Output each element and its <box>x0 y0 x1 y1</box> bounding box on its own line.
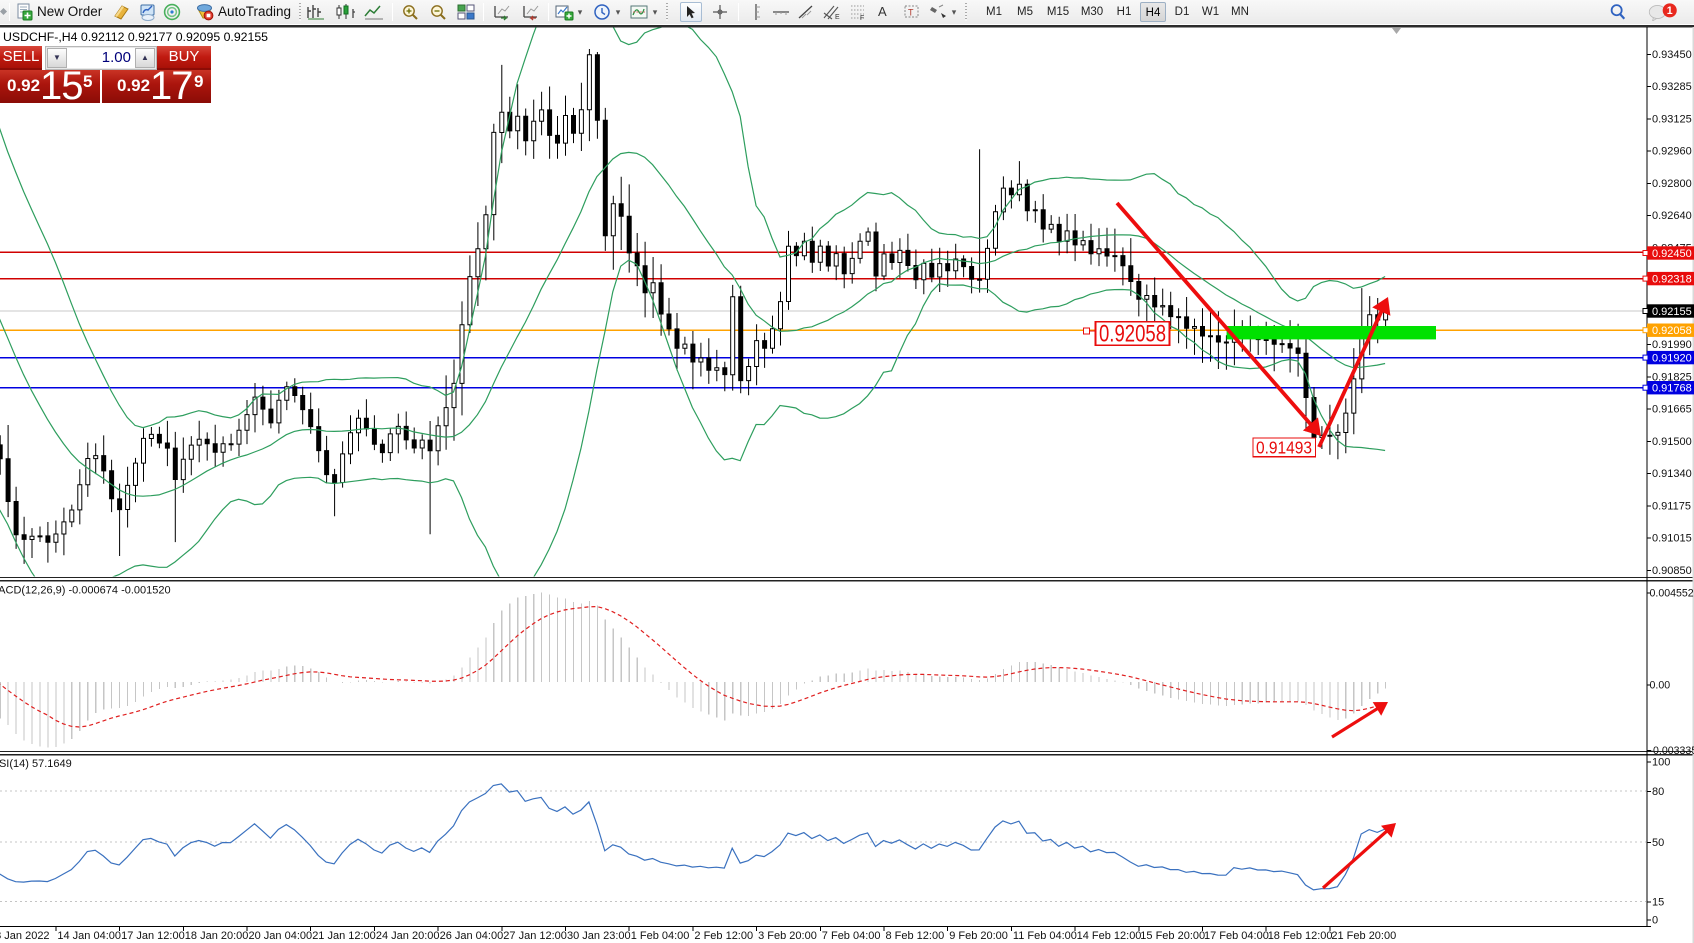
svg-text:8 Feb 12:00: 8 Feb 12:00 <box>886 930 945 942</box>
svg-text:0.92058: 0.92058 <box>1652 325 1692 337</box>
svg-text:21 Jan 12:00: 21 Jan 12:00 <box>312 930 376 942</box>
svg-text:RSI(14) 57.1649: RSI(14) 57.1649 <box>0 758 72 770</box>
svg-text:7 Feb 04:00: 7 Feb 04:00 <box>822 930 881 942</box>
svg-text:0.92058: 0.92058 <box>1099 321 1166 348</box>
svg-text:0.90850: 0.90850 <box>1652 565 1692 577</box>
svg-text:80: 80 <box>1652 786 1664 798</box>
svg-text:9 Feb 20:00: 9 Feb 20:00 <box>949 930 1008 942</box>
svg-text:0.92640: 0.92640 <box>1652 210 1692 222</box>
svg-text:0.92960: 0.92960 <box>1652 146 1692 158</box>
svg-text:0.92800: 0.92800 <box>1652 178 1692 190</box>
svg-text:-0.003335: -0.003335 <box>1650 745 1694 757</box>
svg-text:50: 50 <box>1652 837 1664 849</box>
svg-text:0.92450: 0.92450 <box>1652 248 1692 260</box>
svg-text:18 Feb 12:00: 18 Feb 12:00 <box>1268 930 1333 942</box>
svg-text:20 Jan 04:00: 20 Jan 04:00 <box>249 930 313 942</box>
svg-text:21 Feb 20:00: 21 Feb 20:00 <box>1331 930 1396 942</box>
svg-text:0.91665: 0.91665 <box>1652 404 1692 416</box>
svg-text:T: T <box>908 8 914 18</box>
svg-text:1 Feb 04:00: 1 Feb 04:00 <box>631 930 690 942</box>
svg-text:0: 0 <box>1652 915 1658 927</box>
svg-text:18 Jan 20:00: 18 Jan 20:00 <box>185 930 249 942</box>
svg-text:E: E <box>835 14 840 21</box>
svg-text:MACD(12,26,9) -0.000674 -0.001: MACD(12,26,9) -0.000674 -0.001520 <box>0 585 171 597</box>
svg-text:USDCHF-,H4 0.92112 0.92177 0.: USDCHF-,H4 0.92112 0.92177 0.92095 0.921… <box>3 30 268 44</box>
svg-text:0.00: 0.00 <box>1650 680 1671 692</box>
svg-text:0.92318: 0.92318 <box>1652 274 1692 286</box>
svg-text:13 Jan 2022: 13 Jan 2022 <box>0 930 50 942</box>
svg-text:14 Feb 12:00: 14 Feb 12:00 <box>1077 930 1142 942</box>
svg-text:100: 100 <box>1652 757 1670 769</box>
svg-text:0.91015: 0.91015 <box>1652 533 1692 545</box>
svg-text:0.91500: 0.91500 <box>1652 436 1692 448</box>
svg-text:17 Feb 04:00: 17 Feb 04:00 <box>1204 930 1269 942</box>
svg-text:0.93285: 0.93285 <box>1652 81 1692 93</box>
svg-text:0.91340: 0.91340 <box>1652 468 1692 480</box>
svg-text:24 Jan 20:00: 24 Jan 20:00 <box>376 930 440 942</box>
svg-text:17 Jan 12:00: 17 Jan 12:00 <box>121 930 185 942</box>
svg-text:0.91493: 0.91493 <box>1256 437 1312 457</box>
svg-text:3 Feb 20:00: 3 Feb 20:00 <box>758 930 817 942</box>
svg-text:0.91175: 0.91175 <box>1652 500 1691 512</box>
svg-text:14 Jan 04:00: 14 Jan 04:00 <box>57 930 121 942</box>
svg-text:0.91825: 0.91825 <box>1652 371 1692 383</box>
svg-text:26 Jan 04:00: 26 Jan 04:00 <box>440 930 504 942</box>
svg-text:0.93125: 0.93125 <box>1652 114 1692 126</box>
svg-text:0.91990: 0.91990 <box>1652 339 1692 351</box>
svg-text:15: 15 <box>1652 897 1664 909</box>
svg-text:0.004552: 0.004552 <box>1650 587 1694 599</box>
svg-text:27 Jan 12:00: 27 Jan 12:00 <box>503 930 567 942</box>
svg-text:0.91920: 0.91920 <box>1652 353 1692 365</box>
svg-text:1: 1 <box>1667 5 1673 17</box>
svg-text:0.93450: 0.93450 <box>1652 49 1692 61</box>
svg-text:F: F <box>860 15 864 21</box>
svg-text:30 Jan 23:00: 30 Jan 23:00 <box>567 930 631 942</box>
svg-text:0.92155: 0.92155 <box>1652 306 1692 318</box>
svg-text:2 Feb 12:00: 2 Feb 12:00 <box>694 930 753 942</box>
svg-text:15 Feb 20:00: 15 Feb 20:00 <box>1140 930 1205 942</box>
svg-text:11 Feb 04:00: 11 Feb 04:00 <box>1013 930 1077 942</box>
svg-text:0.91768: 0.91768 <box>1652 383 1692 395</box>
